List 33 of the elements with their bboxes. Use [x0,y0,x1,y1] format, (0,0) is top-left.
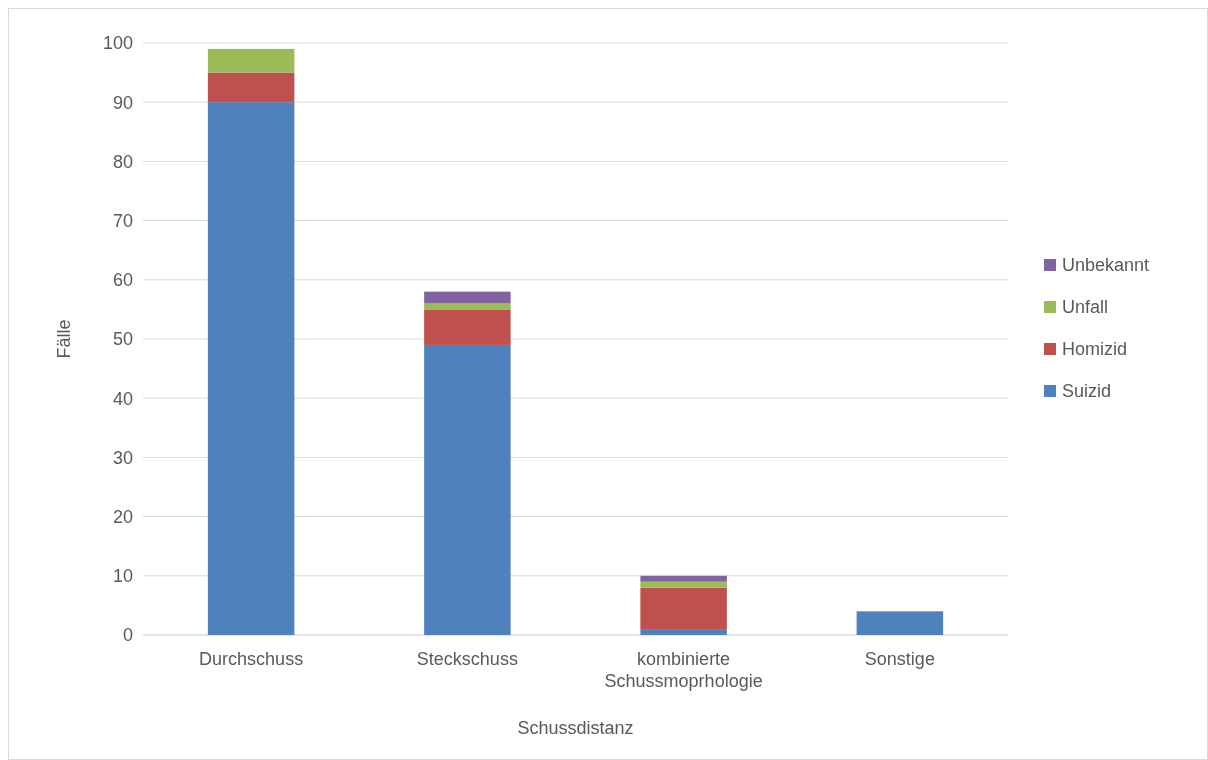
x-tick-label: Durchschuss [199,649,304,669]
x-tick-label: Sonstige [864,649,935,669]
bar [424,291,511,304]
y-tick-label: 80 [112,151,133,172]
y-tick-label: 10 [112,566,133,587]
y-tick-label: 100 [102,33,133,54]
bar [640,629,727,635]
bar [207,72,295,103]
y-tick-label: 60 [112,270,133,291]
bar [640,587,727,630]
y-tick-label: 0 [122,625,133,646]
y-axis-title: Fälle [54,319,74,359]
x-axis-title: Schussdistanz [517,718,634,738]
y-tick-label: 50 [112,329,133,350]
bar [424,309,511,345]
x-tick-label: kombinierte Schussmoprhologie [604,649,763,691]
legend-label: Unbekannt [1062,255,1150,276]
bar [856,611,944,635]
x-tick-label: Steckschuss [416,649,518,669]
y-tick-label: 70 [112,210,133,231]
bar [207,48,295,73]
y-tick-label: 90 [112,92,133,113]
bar [640,581,727,588]
bar [207,102,295,635]
bar [640,575,727,582]
y-tick-label: 20 [112,506,133,527]
bar [424,344,511,635]
bar [424,303,511,310]
legend-label: Unfall [1062,297,1109,318]
legend-label: Suizid [1062,381,1112,402]
y-tick-label: 30 [112,447,133,468]
legend-label: Homizid [1062,339,1128,360]
y-tick-label: 40 [112,388,133,409]
